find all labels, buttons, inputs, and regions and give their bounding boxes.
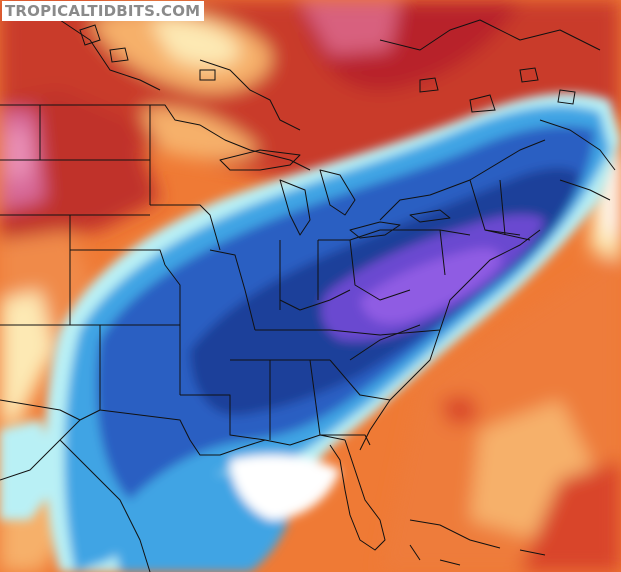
watermark-logo: TROPICALTIDBITS.COM — [2, 1, 205, 21]
arctic-islands — [79, 24, 576, 113]
caribbean-islands — [409, 519, 546, 566]
state-boundaries — [0, 19, 616, 572]
